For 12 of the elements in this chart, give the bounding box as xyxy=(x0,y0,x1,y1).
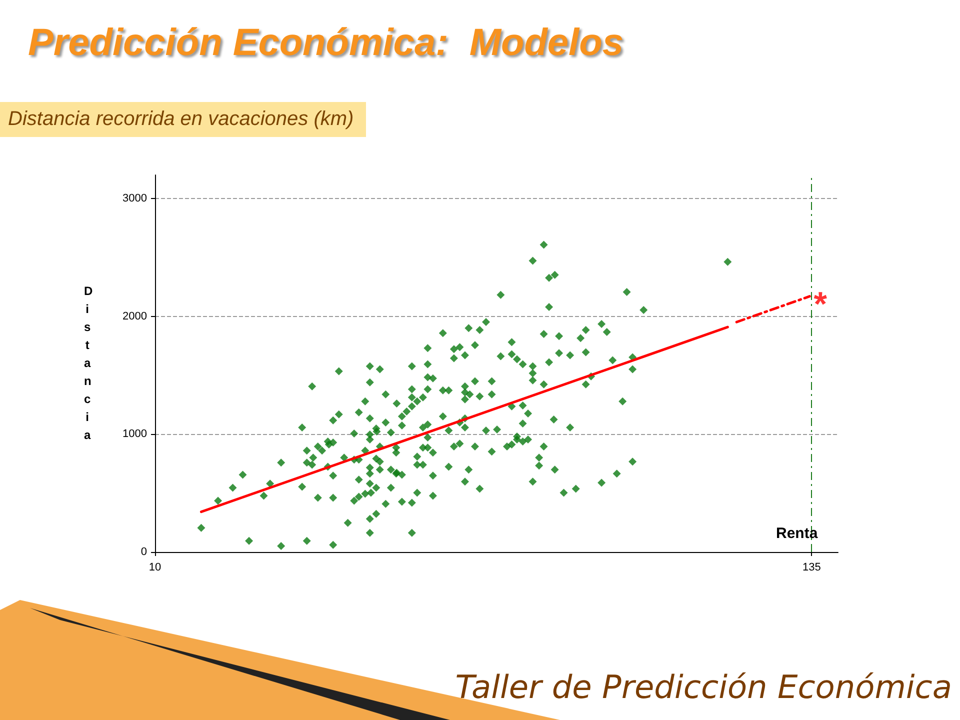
chart-subtitle: Distancia recorrida en vacaciones (km) xyxy=(0,102,366,137)
x-tick-label: 135 xyxy=(802,562,821,574)
text: Taller de Predicción Económica xyxy=(455,668,952,706)
y-tick-label: 0 xyxy=(140,546,147,558)
y-tick-label: 1000 xyxy=(122,428,147,440)
annotation: * xyxy=(814,285,828,324)
text: Distancia xyxy=(84,284,93,442)
x-tick-label: 10 xyxy=(148,562,162,574)
x-axis-title: Renta xyxy=(776,525,818,542)
y-tick-label: 2000 xyxy=(122,310,147,322)
chart-title: Predicción Económica: Modelos xyxy=(28,22,624,65)
y-tick-label: 3000 xyxy=(122,192,147,205)
